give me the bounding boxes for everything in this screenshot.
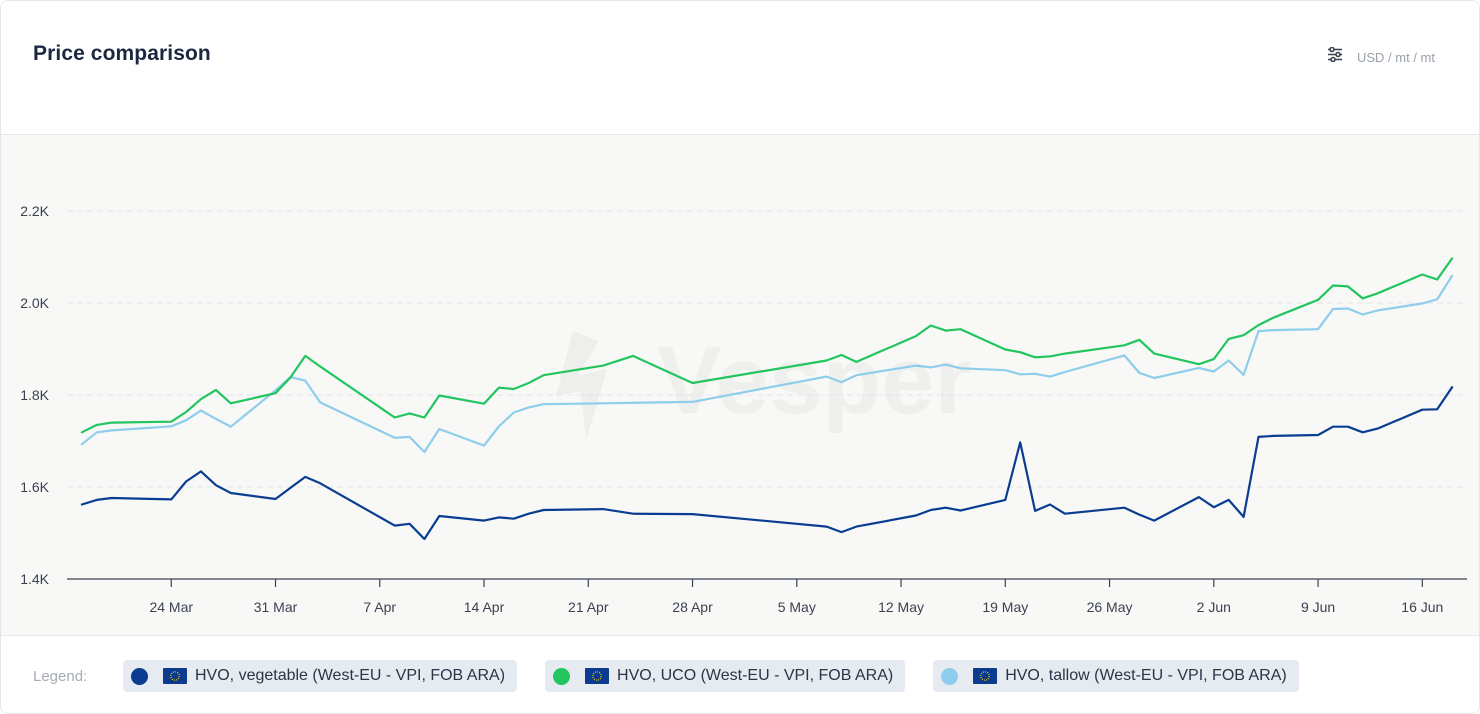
legend-item-tallow[interactable]: HVO, tallow (West-EU - VPI, FOB ARA) [933,660,1299,692]
legend-items: HVO, vegetable (West-EU - VPI, FOB ARA) … [123,660,1299,692]
series-lines [80,257,1454,541]
grid [67,210,1467,488]
line-chart: Vesper 1.4K 1.6K 1.8K 2.0K 2.2K 24 Mar 31 Mar… [20,203,1467,615]
x-tick-label: 7 Apr [363,599,396,615]
legend-item-vegetable[interactable]: HVO, vegetable (West-EU - VPI, FOB ARA) [123,660,518,692]
x-tick-label: 2 Jun [1197,599,1231,615]
y-tick-label: 2.2K [20,203,49,219]
legend-item-label: HVO, UCO (West-EU - VPI, FOB ARA) [617,667,894,684]
y-tick-label: 1.4K [20,571,49,587]
x-tick-label: 31 Mar [254,599,298,615]
watermark-logo-icon [556,331,607,441]
x-tick-label: 9 Jun [1301,599,1335,615]
card-header: Price comparison USD / mt / mt [1,1,1479,135]
legend-item-label: HVO, vegetable (West-EU - VPI, FOB ARA) [195,667,506,684]
x-tick-label: 26 May [1087,599,1133,615]
legend-dot-icon [941,667,959,685]
y-tick-label: 1.8K [20,387,49,403]
series-line-0 [80,386,1454,541]
eu-flag-icon [973,668,998,684]
x-tick-label: 21 Apr [568,599,609,615]
legend: Legend: HVO, vegetable (West-EU - VPI, F… [1,635,1479,713]
x-tick-label: 24 Mar [149,599,193,615]
y-tick-label: 1.6K [20,479,49,495]
eu-flag-icon [163,668,187,684]
x-tick-label: 28 Apr [672,599,713,615]
page-title: Price comparison [33,42,211,65]
x-tick-label: 14 Apr [464,599,505,615]
sliders-icon[interactable] [1327,46,1343,67]
plot-area [1,135,1479,635]
legend-dot-icon [553,667,571,685]
x-axis: 24 Mar 31 Mar 7 Apr 14 Apr 21 Apr 28 Apr 5 May… [67,578,1467,615]
series-line-1 [80,257,1454,434]
legend-item-uco[interactable]: HVO, UCO (West-EU - VPI, FOB ARA) [545,660,906,692]
legend-item-label: HVO, tallow (West-EU - VPI, FOB ARA) [1005,667,1287,684]
watermark: Vesper [556,327,972,441]
unit-label[interactable]: USD / mt / mt [1357,49,1435,65]
x-tick-label: 12 May [878,599,924,615]
legend-label: Legend: [33,668,88,685]
x-tick-label: 16 Jun [1401,599,1443,615]
unit-selector[interactable]: USD / mt / mt [1327,46,1435,67]
x-tick-label: 19 May [982,599,1028,615]
x-tick-label: 5 May [778,599,816,615]
y-axis: 1.4K 1.6K 1.8K 2.0K 2.2K [20,203,49,587]
y-tick-label: 2.0K [20,295,49,311]
eu-flag-icon [585,668,610,684]
legend-dot-icon [131,667,148,685]
